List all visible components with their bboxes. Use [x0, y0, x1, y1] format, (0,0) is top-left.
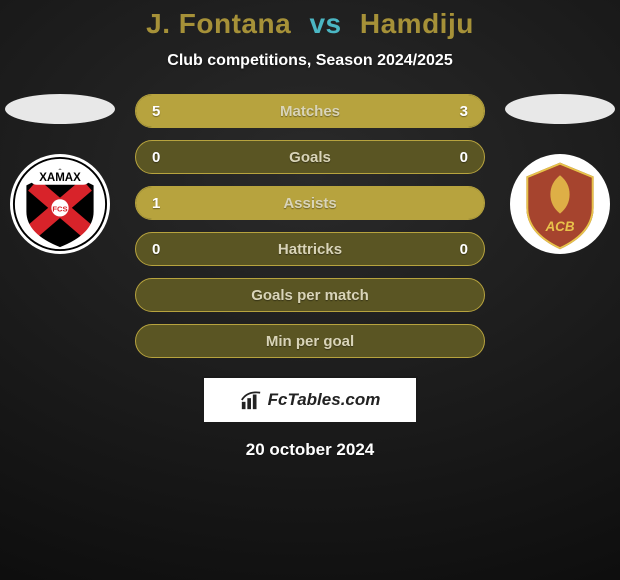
player2-name: Hamdiju [360, 8, 474, 39]
left-platform-ellipse [5, 94, 115, 124]
stats-list: 5 3 Matches 0 0 Goals 1 Assists 0 0 Hattricks Goals… [135, 94, 485, 358]
stat-row: 0 0 Hattricks [135, 232, 485, 266]
stat-value-left: 5 [152, 103, 160, 120]
stat-row: 0 0 Goals [135, 140, 485, 174]
stat-label: Assists [283, 195, 336, 212]
player1-name: J. Fontana [146, 8, 291, 39]
right-club-badge: ACB [510, 154, 610, 254]
stat-value-left: 1 [152, 195, 160, 212]
stat-row: 5 3 Matches [135, 94, 485, 128]
stat-value-right: 0 [460, 149, 468, 166]
date-text: 20 october 2024 [0, 440, 620, 460]
stat-label: Goals [289, 149, 331, 166]
stat-value-left: 0 [152, 241, 160, 258]
stat-row: 1 Assists [135, 186, 485, 220]
svg-text:ACB: ACB [544, 219, 574, 234]
right-club-column: ACB [500, 94, 620, 254]
stat-row: Min per goal [135, 324, 485, 358]
stat-value-right: 3 [460, 103, 468, 120]
brand-text: FcTables.com [268, 390, 381, 410]
stat-row: Goals per match [135, 278, 485, 312]
chart-icon [240, 389, 262, 411]
acb-badge-icon: ACB [512, 156, 608, 252]
main-area: XAMAX FCS ACB 53Matches00Goals1Assists00… [0, 94, 620, 460]
comparison-title: J. Fontana vs Hamdiju [0, 8, 620, 40]
subtitle: Club competitions, Season 2024/2025 [0, 52, 620, 70]
stat-label: Hattricks [278, 241, 342, 258]
vs-label: vs [309, 8, 341, 39]
xamax-badge-icon: XAMAX FCS [12, 156, 108, 252]
stat-label: Goals per match [251, 287, 369, 304]
stat-label: Min per goal [266, 333, 354, 350]
stat-label: Matches [280, 103, 340, 120]
right-platform-ellipse [505, 94, 615, 124]
brand-box: FcTables.com [202, 376, 418, 424]
left-club-badge: XAMAX FCS [10, 154, 110, 254]
stat-value-right: 0 [460, 241, 468, 258]
svg-text:FCS: FCS [52, 205, 67, 214]
svg-text:XAMAX: XAMAX [39, 172, 81, 184]
left-club-column: XAMAX FCS [0, 94, 120, 254]
stat-value-left: 0 [152, 149, 160, 166]
